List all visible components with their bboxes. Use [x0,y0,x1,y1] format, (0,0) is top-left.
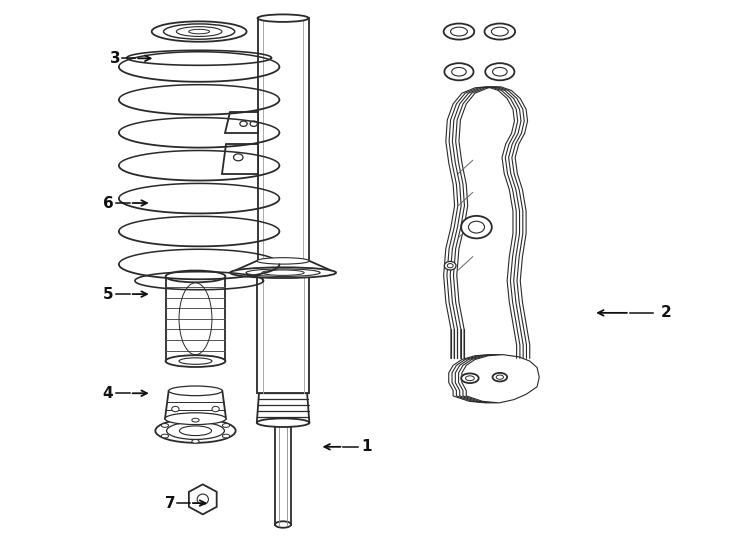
Ellipse shape [275,521,291,528]
Text: 1: 1 [362,440,372,454]
Ellipse shape [230,267,336,278]
Text: 7: 7 [164,496,175,511]
Polygon shape [462,355,539,403]
Polygon shape [166,276,225,361]
Ellipse shape [164,24,235,39]
Ellipse shape [161,434,169,438]
Polygon shape [189,484,217,514]
Ellipse shape [161,423,169,427]
Polygon shape [222,144,258,173]
Ellipse shape [257,418,309,427]
Ellipse shape [443,24,474,39]
Text: 6: 6 [103,195,113,211]
Ellipse shape [197,494,208,504]
Ellipse shape [444,261,456,270]
Ellipse shape [493,373,507,381]
Ellipse shape [189,29,210,34]
Polygon shape [448,355,526,403]
Ellipse shape [262,270,304,275]
Ellipse shape [192,440,199,443]
Ellipse shape [240,121,247,126]
Ellipse shape [233,154,243,161]
Polygon shape [258,18,308,261]
Ellipse shape [451,68,466,76]
Ellipse shape [461,374,479,383]
Ellipse shape [222,434,230,438]
Ellipse shape [176,26,222,36]
Ellipse shape [179,358,212,365]
Ellipse shape [179,426,211,436]
Ellipse shape [465,376,474,381]
Polygon shape [452,355,529,403]
Ellipse shape [156,418,236,443]
Ellipse shape [447,264,453,268]
Ellipse shape [165,413,226,424]
Ellipse shape [258,15,308,22]
Text: 2: 2 [661,305,672,320]
Ellipse shape [485,63,515,80]
Polygon shape [459,355,536,403]
Ellipse shape [444,63,473,80]
Ellipse shape [222,423,230,427]
Ellipse shape [491,27,508,36]
Ellipse shape [451,27,468,36]
Text: 3: 3 [110,51,120,66]
Ellipse shape [484,24,515,39]
Ellipse shape [169,386,222,396]
Polygon shape [455,355,533,403]
Ellipse shape [192,418,199,422]
Polygon shape [230,261,336,273]
Polygon shape [225,112,258,133]
Ellipse shape [212,407,219,411]
Ellipse shape [496,375,504,379]
Ellipse shape [166,271,225,282]
Ellipse shape [461,216,492,238]
Ellipse shape [468,221,484,233]
Ellipse shape [166,355,225,367]
Polygon shape [257,273,309,393]
Text: 4: 4 [103,386,113,401]
Ellipse shape [167,422,225,440]
Polygon shape [275,423,291,524]
Ellipse shape [257,258,309,264]
Polygon shape [165,391,226,418]
Text: 5: 5 [103,287,113,302]
Ellipse shape [246,269,320,276]
Ellipse shape [493,68,507,76]
Ellipse shape [152,22,247,42]
Ellipse shape [250,121,258,126]
Ellipse shape [172,407,179,411]
